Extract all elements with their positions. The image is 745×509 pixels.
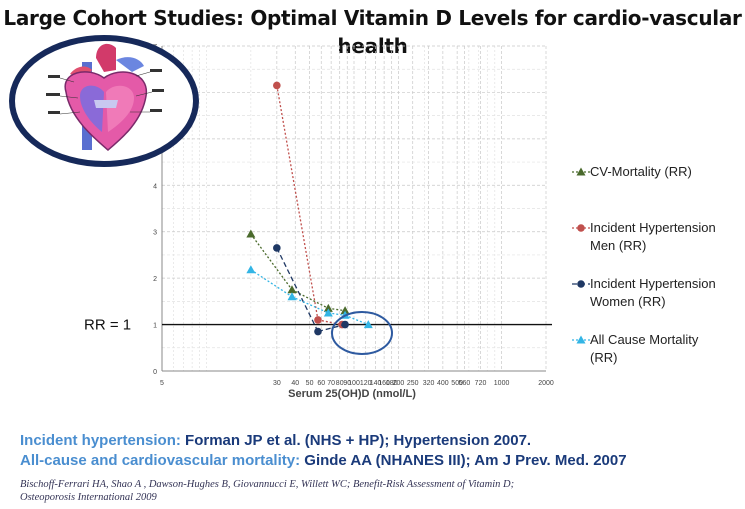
chart-grid	[161, 45, 547, 372]
footnote-line: Osteoporosis International 2009	[20, 492, 157, 503]
data-point	[314, 327, 322, 336]
x-tick-label: 90	[343, 380, 351, 387]
series-line-segment	[317, 323, 346, 333]
reference-hypertension: Incident hypertension: Forman JP et al. …	[20, 432, 531, 449]
legend-swatch-marker	[577, 280, 585, 288]
legend-swatch-marker	[576, 335, 586, 344]
x-tick-label: 100	[348, 380, 360, 387]
x-tick-label: 180	[386, 380, 398, 387]
data-point	[273, 81, 281, 90]
series-line-segment	[291, 296, 329, 314]
x-tick-label: 120	[360, 380, 372, 387]
reference-line-label: RR = 1	[84, 317, 131, 334]
x-tick-label: 560	[459, 380, 471, 387]
x-tick-label: 70	[327, 380, 335, 387]
series-line-segment	[328, 312, 346, 316]
y-tick-label: 4	[153, 183, 157, 190]
data-point	[323, 308, 333, 317]
series-line-segment	[328, 307, 346, 312]
x-tick-label: 200	[393, 380, 405, 387]
x-axis-label: Serum 25(OH)D (nmol/L)	[288, 388, 416, 400]
legend-label: (RR)	[590, 350, 617, 365]
x-tick-label: 2000	[538, 380, 554, 387]
y-tick-label: 3	[153, 230, 157, 237]
legend-item: CV-Mortality (RR)	[572, 164, 692, 179]
legend-item: Incident Hypertension Women (RR)	[572, 276, 716, 309]
x-tick-label: 720	[475, 380, 487, 387]
chart-legend: CV-Mortality (RR) Incident Hypertension Me…	[572, 164, 716, 365]
reference-topic: All-cause and cardiovascular mortality:	[20, 452, 301, 469]
x-tick-label: 400	[437, 380, 449, 387]
reference-citation: Ginde AA (NHANES III); Am J Prev. Med. 2…	[300, 452, 627, 469]
data-point	[246, 229, 256, 238]
series-3	[273, 244, 349, 336]
data-point	[340, 306, 350, 315]
reference-topic: Incident hypertension:	[20, 432, 181, 449]
x-tick-label: 50	[306, 380, 314, 387]
x-tick-label: 60	[317, 380, 325, 387]
series-line-segment	[291, 289, 329, 309]
series-line-segment	[276, 247, 319, 332]
legend-swatch-marker	[576, 167, 586, 176]
x-tick-label: 500	[451, 380, 463, 387]
y-tick-label: 2	[153, 276, 157, 283]
legend-item: Incident Hypertension Men (RR)	[572, 220, 716, 253]
series-line-segment	[250, 269, 293, 298]
series-4	[246, 265, 373, 329]
heart-illustration	[9, 35, 199, 167]
x-tick-label: 160	[378, 380, 390, 387]
legend-label: CV-Mortality (RR)	[590, 164, 692, 179]
data-point	[323, 303, 333, 312]
chart-series	[246, 81, 373, 336]
series-line-segment	[344, 314, 369, 326]
series-line-segment	[276, 85, 319, 321]
legend-label: Incident Hypertension	[590, 276, 716, 291]
series-1	[246, 229, 350, 315]
legend-label: Women (RR)	[590, 294, 666, 309]
x-tick-label: 140	[370, 380, 382, 387]
legend-swatch-marker	[577, 224, 585, 232]
legend-label: All Cause Mortality	[590, 332, 699, 347]
data-point	[287, 285, 297, 294]
reference-citation: Forman JP et al. (NHS + HP); Hypertensio…	[180, 432, 532, 449]
series-line-segment	[317, 319, 343, 326]
data-point	[363, 320, 373, 329]
data-point	[273, 244, 281, 252]
x-tick-label: 80	[336, 380, 344, 387]
data-point	[314, 316, 322, 324]
x-tick-label: 250	[407, 380, 419, 387]
x-tick-label: 1000	[494, 380, 510, 387]
slide-title: Large Cohort Studies: Optimal Vitamin D …	[3, 6, 742, 58]
data-point	[246, 265, 256, 274]
x-tick-label: 5	[160, 380, 164, 387]
data-point	[341, 320, 349, 329]
legend-label: Incident Hypertension	[590, 220, 716, 235]
data-point	[287, 292, 297, 301]
legend-label: Men (RR)	[590, 238, 646, 253]
footnote-line: Bischoff-Ferrari HA, Shao A , Dawson-Hug…	[20, 479, 515, 490]
y-tick-label: 0	[153, 369, 157, 376]
y-tick-label: 1	[153, 323, 157, 330]
highlight-circle	[331, 311, 393, 355]
chart-axes: 0123456753040506070809010012014016018020…	[153, 44, 554, 400]
reference-mortality: All-cause and cardiovascular mortality: …	[20, 452, 627, 469]
x-tick-label: 320	[423, 380, 435, 387]
series-line-segment	[250, 233, 293, 291]
x-tick-label: 40	[291, 380, 299, 387]
reference-footnote: Bischoff-Ferrari HA, Shao A , Dawson-Hug…	[20, 478, 660, 504]
x-tick-label: 30	[273, 380, 281, 387]
legend-item: All Cause Mortality (RR)	[572, 332, 699, 365]
